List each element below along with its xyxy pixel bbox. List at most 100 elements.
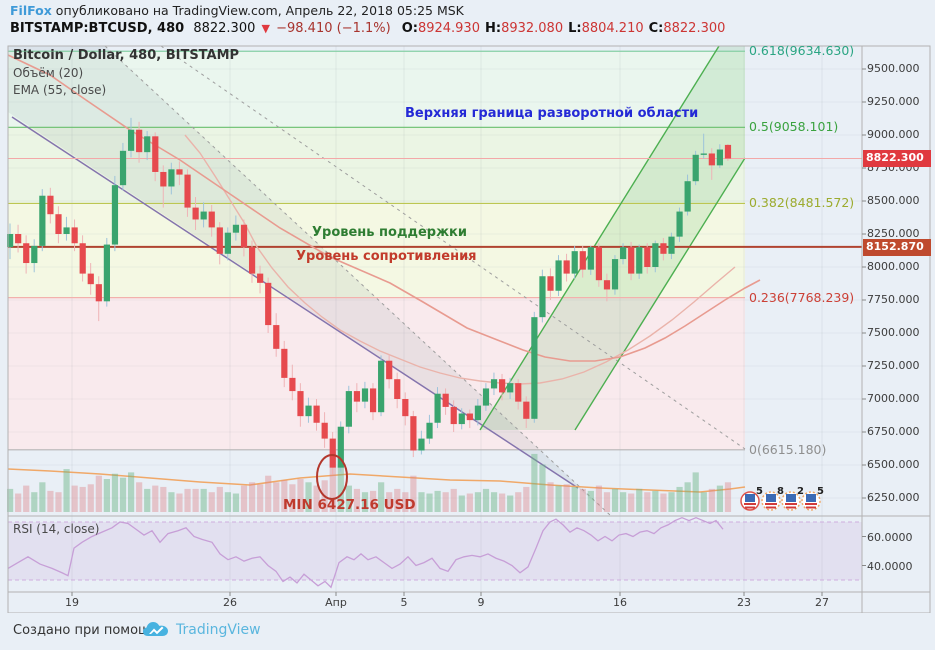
candle-body[interactable] bbox=[240, 224, 248, 248]
candle-body[interactable] bbox=[176, 169, 183, 175]
ascending-channel-upper-line[interactable] bbox=[479, 45, 720, 431]
ema-line[interactable] bbox=[7, 54, 761, 362]
candle-body[interactable] bbox=[168, 169, 175, 187]
candle-body[interactable] bbox=[490, 379, 498, 389]
candle-body[interactable] bbox=[127, 129, 135, 151]
candle-body[interactable] bbox=[426, 422, 433, 439]
idea-marker-bubble[interactable]: 5 bbox=[740, 486, 763, 511]
candle-body[interactable] bbox=[248, 247, 256, 274]
symbol-title[interactable]: BITSTAMP:BTCUSD, 480 bbox=[10, 21, 185, 36]
candle-body[interactable] bbox=[31, 245, 38, 264]
candle-body[interactable] bbox=[103, 244, 110, 302]
candle-body[interactable] bbox=[95, 284, 102, 302]
candle-body[interactable] bbox=[595, 247, 603, 281]
candle-body[interactable] bbox=[515, 383, 522, 402]
candle-body[interactable] bbox=[611, 259, 619, 290]
candle-body[interactable] bbox=[636, 247, 643, 274]
candle-body[interactable] bbox=[434, 393, 441, 423]
candle-body[interactable] bbox=[620, 247, 627, 260]
descending-trendline[interactable] bbox=[11, 116, 579, 489]
candle-body[interactable] bbox=[257, 273, 264, 283]
candle-body[interactable] bbox=[394, 379, 401, 399]
candle-body[interactable] bbox=[603, 280, 611, 290]
candle-body[interactable] bbox=[410, 416, 417, 451]
candle-body[interactable] bbox=[482, 388, 490, 406]
candle-body[interactable] bbox=[628, 247, 635, 274]
candle-body[interactable] bbox=[579, 251, 586, 270]
candle-body[interactable] bbox=[708, 153, 715, 166]
candle-body[interactable] bbox=[184, 174, 191, 208]
candle-body[interactable] bbox=[119, 150, 127, 186]
candle-body[interactable] bbox=[402, 399, 409, 417]
candle-body[interactable] bbox=[692, 154, 699, 182]
candle-body[interactable] bbox=[644, 247, 651, 267]
candle-body[interactable] bbox=[652, 243, 659, 267]
candle-body[interactable] bbox=[55, 214, 62, 234]
rsi-indicator-label[interactable]: RSI (14, close) bbox=[13, 522, 100, 536]
idea-marker-bubble[interactable]: 8 bbox=[761, 486, 784, 511]
rsi-line[interactable] bbox=[7, 516, 724, 589]
candle-body[interactable] bbox=[458, 413, 465, 425]
candle-body[interactable] bbox=[313, 405, 320, 423]
candle-body[interactable] bbox=[7, 234, 14, 248]
candle-body[interactable] bbox=[361, 388, 369, 402]
candle-body[interactable] bbox=[192, 207, 199, 220]
candle-body[interactable] bbox=[507, 383, 514, 393]
candle-body[interactable] bbox=[111, 185, 119, 245]
candle-body[interactable] bbox=[716, 149, 724, 166]
tradingview-brand-link[interactable]: TradingView bbox=[176, 622, 261, 638]
candle-body[interactable] bbox=[216, 227, 223, 254]
candle-body[interactable] bbox=[555, 260, 562, 291]
author-link[interactable]: FilFox bbox=[10, 3, 52, 18]
tradingview-logo-icon[interactable] bbox=[142, 620, 170, 640]
candle-body[interactable] bbox=[684, 181, 691, 212]
candle-body[interactable] bbox=[418, 438, 425, 451]
candle-body[interactable] bbox=[79, 243, 86, 274]
candle-body[interactable] bbox=[71, 227, 78, 244]
candle-body[interactable] bbox=[539, 276, 546, 318]
candle-body[interactable] bbox=[571, 251, 578, 274]
candle-body[interactable] bbox=[353, 391, 361, 402]
candle-body[interactable] bbox=[321, 422, 328, 439]
candle-body[interactable] bbox=[563, 260, 570, 274]
candle-body[interactable] bbox=[63, 227, 70, 234]
candle-body[interactable] bbox=[337, 426, 344, 468]
candle-body[interactable] bbox=[378, 360, 385, 413]
candle-body[interactable] bbox=[160, 171, 167, 187]
candle-body[interactable] bbox=[15, 234, 22, 244]
candle-body[interactable] bbox=[660, 243, 667, 254]
candle-body[interactable] bbox=[587, 247, 594, 270]
candle-body[interactable] bbox=[499, 379, 506, 393]
candle-body[interactable] bbox=[345, 391, 352, 427]
ema-indicator-label[interactable]: EMA (55, close) bbox=[13, 83, 107, 97]
candle-body[interactable] bbox=[466, 413, 473, 421]
candle-body[interactable] bbox=[232, 224, 240, 233]
candle-body[interactable] bbox=[208, 211, 215, 228]
candle-body[interactable] bbox=[39, 195, 46, 246]
volume-indicator-label[interactable]: Объём (20) bbox=[13, 66, 84, 80]
candle-body[interactable] bbox=[87, 273, 94, 285]
candle-body[interactable] bbox=[724, 144, 732, 159]
idea-marker-bubble[interactable]: 2 bbox=[781, 486, 804, 511]
candle-body[interactable] bbox=[273, 325, 280, 349]
candle-body[interactable] bbox=[152, 136, 159, 172]
candle-body[interactable] bbox=[547, 276, 554, 291]
candle-body[interactable] bbox=[47, 195, 54, 215]
chart-legend-title[interactable]: Bitcoin / Dollar, 480, BITSTAMP bbox=[13, 48, 240, 63]
candle-body[interactable] bbox=[297, 391, 304, 417]
candle-body[interactable] bbox=[289, 377, 296, 392]
candle-body[interactable] bbox=[442, 393, 449, 407]
candle-body[interactable] bbox=[668, 236, 675, 254]
candle-body[interactable] bbox=[676, 211, 683, 237]
candle-body[interactable] bbox=[305, 405, 312, 417]
candle-body[interactable] bbox=[144, 136, 151, 153]
candle-body[interactable] bbox=[531, 317, 538, 419]
candle-body[interactable] bbox=[224, 232, 231, 254]
candle-body[interactable] bbox=[136, 129, 143, 153]
candle-body[interactable] bbox=[369, 388, 377, 413]
candle-body[interactable] bbox=[329, 438, 336, 468]
candle-body[interactable] bbox=[281, 348, 288, 378]
ascending-channel-lower-line[interactable] bbox=[574, 157, 746, 431]
candle-body[interactable] bbox=[386, 360, 393, 380]
